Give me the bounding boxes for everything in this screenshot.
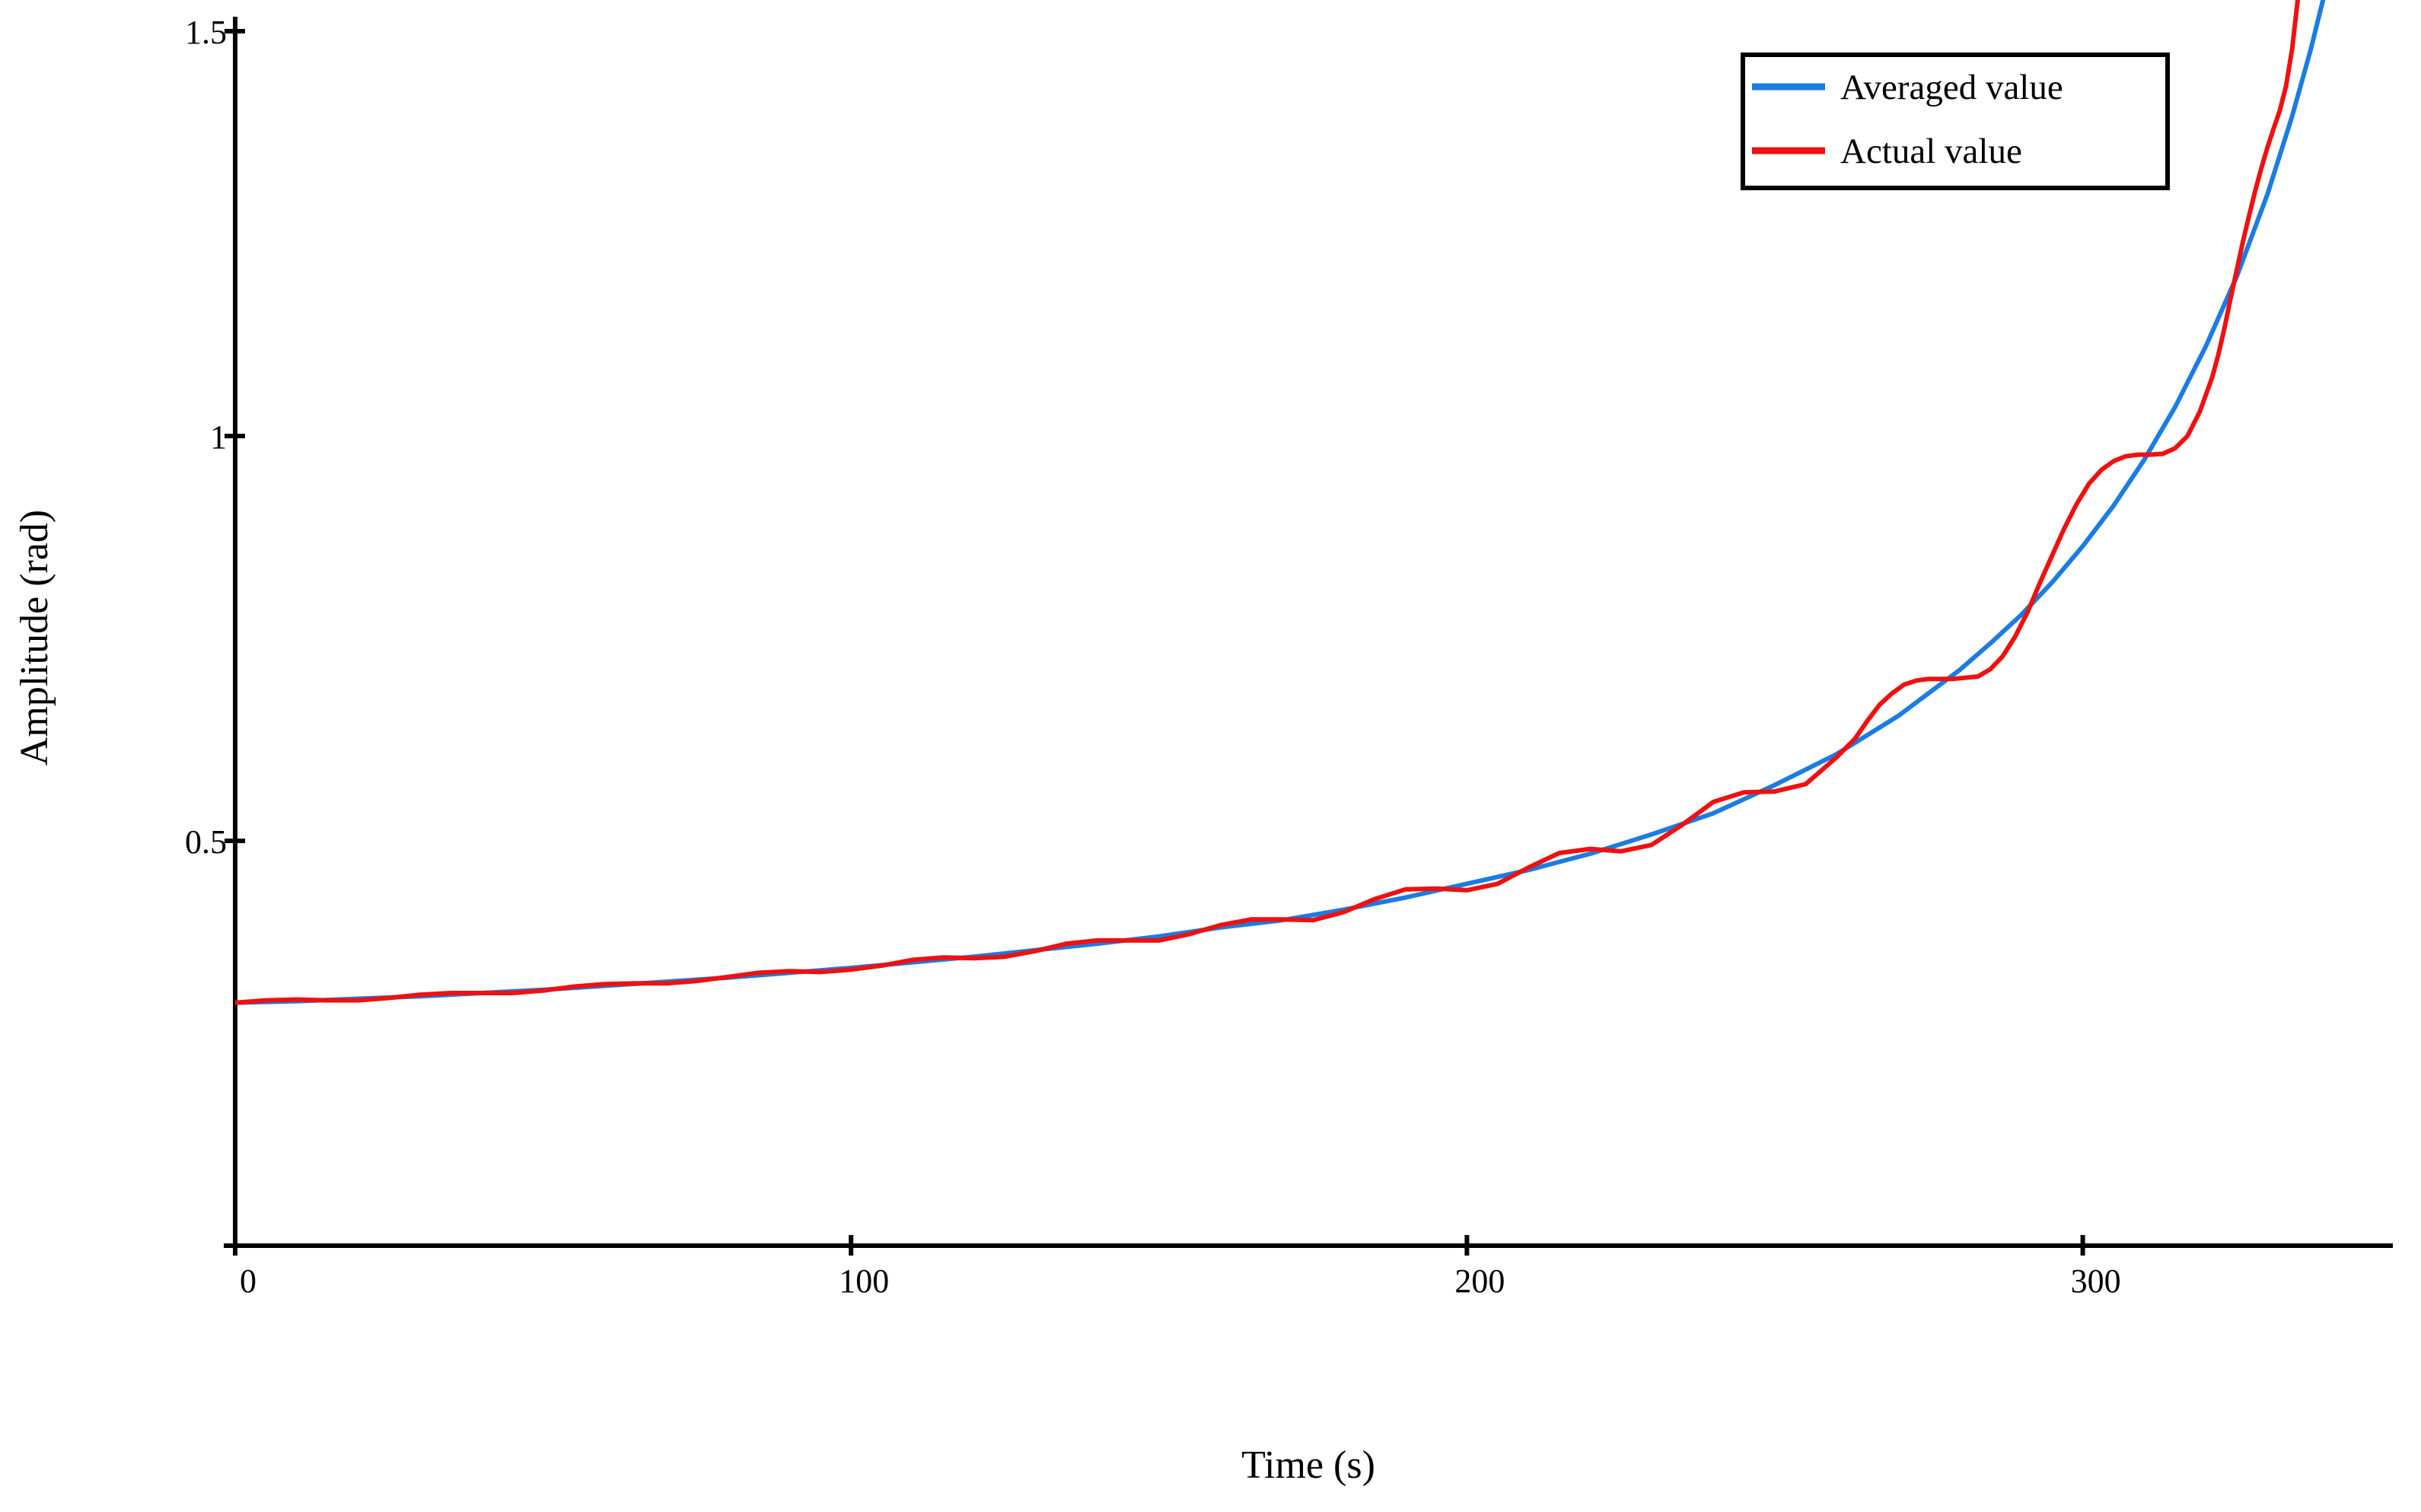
x-axis-title: Time (s) [1241,1444,1375,1487]
x-tick-label: 200 [1454,1262,1505,1300]
legend-label-averaged: Averaged value [1840,68,2063,107]
plot-area: 0 100 200 300 0.5 1 1.5 [185,0,2393,1300]
y-tick-label: 0.5 [185,823,227,861]
y-tick-label: 1.5 [185,14,227,51]
x-tick-label: 300 [2071,1262,2121,1300]
x-tick-label: 0 [240,1262,256,1300]
legend-box [1741,53,2170,190]
legend: Averaged value Actual value [1741,53,2170,190]
y-axis-title: Amplitude (rad) [13,510,56,766]
x-tick-label: 100 [839,1262,889,1300]
legend-label-actual: Actual value [1840,132,2022,171]
y-tick-label: 1 [210,419,227,456]
series-line-actual-value [234,0,2301,1005]
